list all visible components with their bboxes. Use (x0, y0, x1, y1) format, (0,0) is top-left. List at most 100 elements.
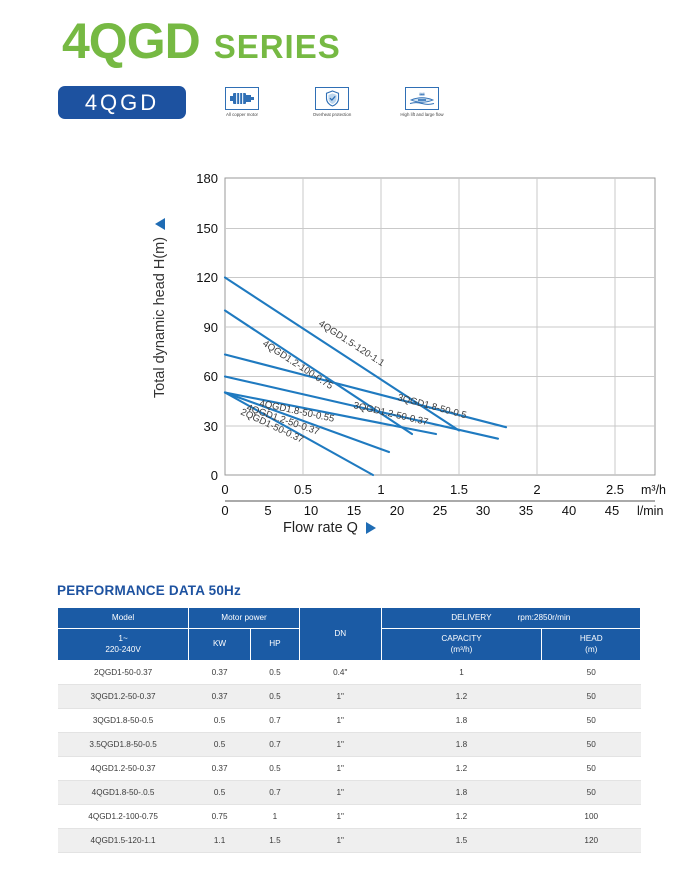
x-tick-m3h: 0 (221, 482, 228, 497)
y-tick: 150 (196, 221, 218, 236)
x-tick-m3h: 0.5 (294, 482, 312, 497)
col-header-model: Model (56, 606, 190, 630)
cell-model: 3.5QGD1.8-50-0.5 (57, 732, 189, 757)
chart-x-axis-label: Flow rate Q (283, 520, 376, 536)
y-tick: 0 (211, 468, 218, 483)
table-head: Model Motor power DN DELIVERY rpm:2850r/… (56, 606, 642, 661)
cell-hp: 0.7 (250, 708, 300, 733)
series-badge: 4QGD (58, 86, 186, 119)
performance-table: Model Motor power DN DELIVERY rpm:2850r/… (56, 606, 642, 853)
x-tick-lmin: 10 (304, 503, 318, 518)
cell-kw: 0.37 (188, 756, 251, 781)
feature-item: Overheat protection (296, 87, 368, 118)
curve-3QGD1.2-50-0.37 (223, 375, 500, 440)
x-tick-lmin: 0 (221, 503, 228, 518)
head-line-1: HEAD (579, 634, 603, 644)
y-tick: 120 (196, 270, 218, 285)
cell-capacity: 1.8 (381, 780, 542, 805)
col-header-motor-power: Motor power (188, 606, 300, 630)
cell-head: 50 (541, 684, 641, 709)
table-row: 4QGD1.2-50-0.37 0.37 0.5 1" 1.2 50 (57, 756, 641, 781)
title-sub: SERIES (213, 28, 341, 65)
cell-kw: 0.5 (188, 780, 251, 805)
x-tick-lmin: 5 (264, 503, 271, 518)
feature-list: All copper motor Overheat protection (206, 86, 458, 118)
col-header-voltage: 1~ 220-240V (56, 628, 190, 661)
col-header-dn: DN (298, 607, 382, 661)
curve-3QGD1.8-50-0.5 (223, 353, 508, 429)
feature-item: High lift and large flow (386, 87, 458, 118)
table-row: 4QGD1.8-50-.0.5 0.5 0.7 1" 1.8 50 (57, 780, 641, 805)
motor-icon (225, 87, 259, 110)
cell-hp: 0.5 (250, 756, 300, 781)
cell-model: 4QGD1.5-120-1.1 (57, 828, 189, 853)
voltage-line-1: 1~ (118, 634, 128, 644)
cell-dn: 1" (299, 828, 382, 853)
cell-model: 3QGD1.2-50-0.37 (57, 684, 189, 709)
x-tick-lmin: 20 (390, 503, 404, 518)
cell-head: 120 (541, 828, 641, 853)
cell-capacity: 1.2 (381, 684, 542, 709)
cell-model: 3QGD1.8-50-0.5 (57, 708, 189, 733)
cell-head: 50 (541, 660, 641, 685)
capacity-line-1: CAPACITY (441, 634, 482, 644)
x-tick-lmin: 40 (562, 503, 576, 518)
cell-head: 50 (541, 708, 641, 733)
cell-model: 2QGD1-50-0.37 (57, 660, 189, 685)
rpm-text: rpm:2850r/min (517, 613, 571, 622)
cell-capacity: 1.5 (381, 828, 542, 853)
y-tick: 60 (204, 369, 218, 384)
feature-item: All copper motor (206, 87, 278, 118)
cell-model: 4QGD1.2-50-0.37 (57, 756, 189, 781)
cell-capacity: 1.8 (381, 732, 542, 757)
cell-capacity: 1 (381, 660, 542, 685)
cell-head: 50 (541, 732, 641, 757)
table-header-row-bottom: 1~ 220-240V KW HP CAPACITY (m³/h) HEAD (… (56, 628, 641, 661)
cell-model: 4QGD1.8-50-.0.5 (57, 780, 189, 805)
cell-dn: 1" (299, 756, 382, 781)
performance-curve-chart: 180 150 120 90 60 30 0 4QGD1.5-120-1.1 4… (196, 171, 666, 518)
cell-kw: 0.5 (188, 708, 251, 733)
curve-2QGD1-50-0.37 (223, 391, 375, 477)
y-tick: 180 (196, 171, 218, 186)
table-body: 2QGD1-50-0.37 0.37 0.5 0.4" 1 50 3QGD1.2-50-0.… (57, 660, 641, 853)
x-tick-m3h: 2.5 (606, 482, 624, 497)
x-axis-unit-m3h: m³/h (641, 483, 666, 497)
cell-dn: 1" (299, 732, 382, 757)
cell-hp: 0.7 (250, 732, 300, 757)
chart-x-axis-secondary: 0 5 10 15 20 25 30 35 40 45 l/min (221, 503, 663, 518)
voltage-line-2: 220-240V (105, 644, 141, 654)
x-tick-m3h: 2 (533, 482, 540, 497)
capacity-line-2: (m³/h) (450, 644, 473, 654)
x-tick-lmin: 30 (476, 503, 490, 518)
cell-dn: 1" (299, 684, 382, 709)
page-title: 4QGD SERIES (62, 16, 341, 66)
title-main: 4QGD (62, 13, 201, 69)
cell-capacity: 1.2 (381, 756, 542, 781)
arrow-right-icon (365, 522, 376, 534)
page-header: 4QGD SERIES 4QGD (0, 0, 698, 150)
curve-4QGD1.8-50-0.55 (223, 391, 438, 436)
cell-head: 50 (541, 780, 641, 805)
cell-dn: 0.4" (299, 660, 382, 685)
x-axis-label-text: Flow rate Q (283, 520, 358, 536)
x-tick-lmin: 25 (433, 503, 447, 518)
table-row: 3QGD1.8-50-0.5 0.5 0.7 1" 1.8 50 (57, 708, 641, 733)
y-tick: 30 (204, 419, 218, 434)
feature-caption: All copper motor (226, 112, 258, 117)
cell-hp: 1.5 (250, 828, 300, 853)
x-tick-lmin: 35 (519, 503, 533, 518)
cell-model: 4QGD1.2-100-0.75 (57, 804, 189, 829)
y-tick: 90 (204, 320, 218, 335)
performance-table-title: PERFORMANCE DATA 50Hz (57, 583, 241, 598)
cell-head: 100 (541, 804, 641, 829)
cell-hp: 0.5 (250, 660, 300, 685)
x-tick-lmin: 45 (605, 503, 619, 518)
x-tick-m3h: 1.5 (450, 482, 468, 497)
cell-kw: 0.37 (188, 660, 251, 685)
table-row: 3QGD1.2-50-0.37 0.37 0.5 1" 1.2 50 (57, 684, 641, 709)
cell-head: 50 (541, 756, 641, 781)
chart-y-ticks: 180 150 120 90 60 30 0 (196, 171, 218, 483)
cell-hp: 0.7 (250, 780, 300, 805)
